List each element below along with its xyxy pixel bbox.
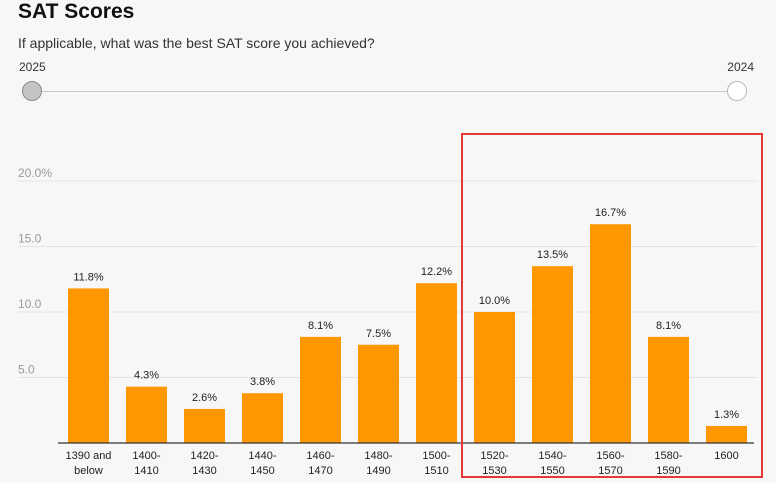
bar-value-label: 4.3% — [134, 370, 159, 382]
x-tick-label: below — [74, 465, 103, 477]
bar — [706, 425, 747, 443]
x-tick-label: 1510 — [424, 465, 448, 477]
x-tick-label: 1600 — [714, 450, 738, 462]
x-tick-label: 1590 — [656, 465, 680, 477]
x-tick-label: 1500- — [422, 450, 450, 462]
x-tick-label: 1400- — [132, 450, 160, 462]
y-tick-label: 15.0 — [18, 232, 42, 246]
year-slider-track[interactable] — [32, 91, 737, 92]
x-tick-label: 1420- — [190, 450, 218, 462]
bar — [532, 266, 573, 443]
x-tick-label: 1460- — [306, 450, 334, 462]
y-tick-label: 10.0 — [18, 297, 42, 311]
x-tick-label: 1410 — [134, 465, 158, 477]
year-slider-start-handle[interactable] — [22, 81, 42, 101]
slider-end-label: 2024 — [727, 60, 754, 74]
y-tick-label: 20.0% — [18, 166, 52, 180]
y-tick-label: 5.0 — [18, 363, 35, 377]
x-tick-label: 1430 — [192, 465, 216, 477]
x-tick-label: 1520- — [480, 450, 508, 462]
bar-value-label: 2.6% — [192, 392, 217, 404]
bar — [68, 288, 109, 443]
x-tick-label: 1530 — [482, 465, 506, 477]
bar-value-label: 7.5% — [366, 328, 391, 340]
bar — [416, 283, 457, 443]
x-tick-label: 1390 and — [66, 450, 112, 462]
bar-value-label: 1.3% — [714, 409, 739, 421]
bar-value-label: 13.5% — [537, 249, 568, 261]
x-tick-label: 1490 — [366, 465, 390, 477]
bar-value-label: 16.7% — [595, 207, 626, 219]
bar — [358, 344, 399, 443]
bar — [300, 336, 341, 443]
bar-value-label: 8.1% — [656, 320, 681, 332]
x-tick-label: 1440- — [248, 450, 276, 462]
bar — [184, 408, 225, 443]
bar-value-label: 3.8% — [250, 376, 275, 388]
highlight-box — [461, 133, 763, 478]
bar — [590, 224, 631, 443]
x-tick-label: 1450 — [250, 465, 274, 477]
x-tick-label: 1540- — [538, 450, 566, 462]
bar-value-label: 11.8% — [73, 271, 104, 283]
x-tick-label: 1560- — [596, 450, 624, 462]
bar — [126, 386, 167, 443]
bar — [648, 336, 689, 443]
page-title: SAT Scores — [18, 0, 135, 23]
question-subtitle: If applicable, what was the best SAT sco… — [18, 35, 375, 51]
x-tick-label: 1580- — [654, 450, 682, 462]
bar-value-label: 12.2% — [421, 266, 452, 278]
bar-value-label: 10.0% — [479, 295, 510, 307]
x-tick-label: 1570 — [598, 465, 622, 477]
x-tick-label: 1550 — [540, 465, 564, 477]
x-tick-label: 1480- — [364, 450, 392, 462]
bar — [474, 312, 515, 443]
bar-value-label: 8.1% — [308, 320, 333, 332]
slider-start-label: 2025 — [19, 60, 46, 74]
x-tick-label: 1470 — [308, 465, 332, 477]
year-slider-end-handle[interactable] — [727, 81, 747, 101]
bar — [242, 393, 283, 443]
